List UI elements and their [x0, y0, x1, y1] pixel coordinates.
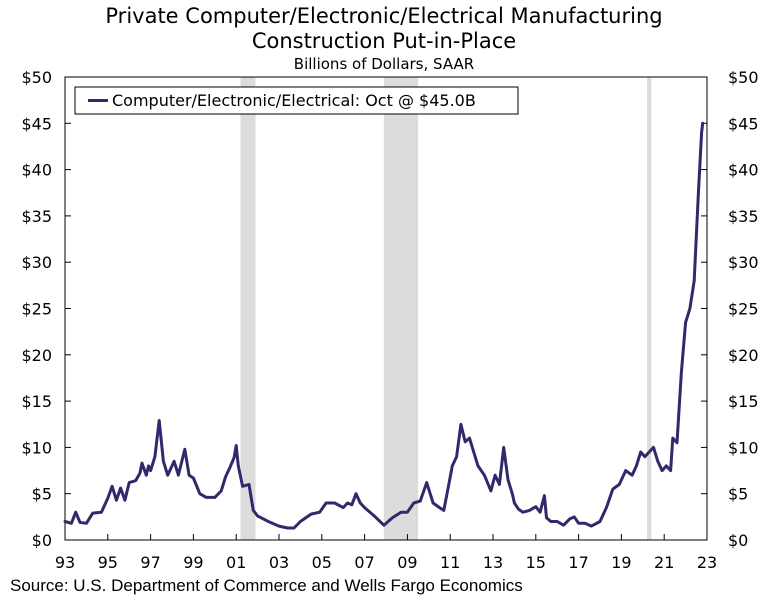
y-tick-label-left: $5 — [32, 485, 52, 504]
source-note: Source: U.S. Department of Commerce and … — [10, 576, 523, 595]
recession-band-0 — [240, 77, 256, 540]
x-tick-label: 15 — [526, 553, 546, 572]
y-tick-label-right: $25 — [728, 300, 759, 319]
legend-label: Computer/Electronic/Electrical: Oct @ $4… — [112, 91, 476, 110]
y-tick-label-left: $40 — [21, 161, 52, 180]
chart-title: Private Computer/Electronic/Electrical M… — [105, 4, 663, 28]
y-tick-label-right: $40 — [728, 161, 759, 180]
x-tick-label: 05 — [312, 553, 332, 572]
y-tick-label-right: $10 — [728, 438, 759, 457]
x-tick-label: 95 — [98, 553, 118, 572]
y-tick-label-left: $10 — [21, 438, 52, 457]
chart-title-line2: Construction Put-in-Place — [251, 29, 517, 53]
y-tick-label-left: $35 — [21, 207, 52, 226]
x-tick-label: 93 — [55, 553, 75, 572]
recession-band-2 — [647, 77, 652, 540]
y-tick-label-right: $5 — [728, 485, 748, 504]
x-tick-label: 97 — [140, 553, 160, 572]
x-tick-label: 19 — [611, 553, 631, 572]
x-tick-label: 13 — [483, 553, 503, 572]
y-tick-label-right: $0 — [728, 531, 748, 550]
x-tick-label: 99 — [183, 553, 203, 572]
y-tick-label-left: $25 — [21, 300, 52, 319]
legend: Computer/Electronic/Electrical: Oct @ $4… — [74, 86, 519, 115]
y-tick-label-right: $20 — [728, 346, 759, 365]
y-tick-label-left: $45 — [21, 114, 52, 133]
y-tick-label-right: $15 — [728, 392, 759, 411]
y-tick-label-right: $50 — [728, 68, 759, 87]
x-tick-label: 17 — [568, 553, 588, 572]
x-tick-label: 23 — [697, 553, 717, 572]
legend-box — [74, 86, 519, 115]
x-tick-label: 03 — [269, 553, 289, 572]
chart-subtitle: Billions of Dollars, SAAR — [293, 55, 475, 73]
y-tick-label-left: $20 — [21, 346, 52, 365]
x-tick-label: 11 — [440, 553, 460, 572]
y-tick-label-right: $35 — [728, 207, 759, 226]
x-tick-label: 07 — [354, 553, 374, 572]
y-tick-label-right: $45 — [728, 114, 759, 133]
x-tick-label: 09 — [397, 553, 417, 572]
y-tick-label-left: $0 — [32, 531, 52, 550]
y-tick-label-left: $50 — [21, 68, 52, 87]
series-line-computer-electronic-electrical — [63, 121, 705, 530]
y-tick-label-left: $15 — [21, 392, 52, 411]
x-tick-label: 21 — [654, 553, 674, 572]
x-tick-label: 01 — [226, 553, 246, 572]
y-tick-label-right: $30 — [728, 253, 759, 272]
recession-band-1 — [383, 77, 419, 540]
y-tick-label-left: $30 — [21, 253, 52, 272]
